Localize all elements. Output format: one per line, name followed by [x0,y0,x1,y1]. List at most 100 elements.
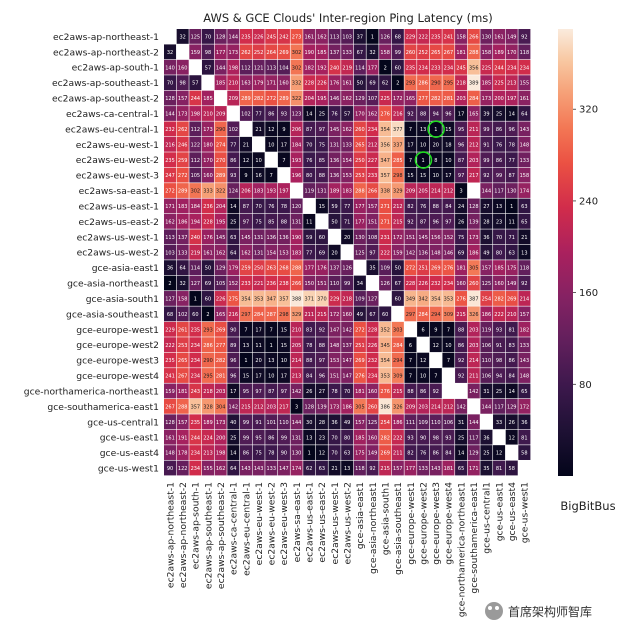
cell-value: 272 [355,327,365,333]
heatmap-cell [417,75,430,91]
cell-value: 153 [279,250,289,256]
heatmap-cell [176,275,189,291]
heatmap-cell [480,44,493,60]
heatmap-cell [315,460,328,476]
heatmap-cell [239,59,252,75]
cell-value: 197 [507,96,517,102]
cell-value: 60 [382,312,388,318]
heatmap-cell [505,106,518,121]
heatmap-cell [252,368,265,383]
heatmap-cell [227,213,240,229]
cell-value: 229 [165,327,175,333]
heatmap-cell [353,429,366,445]
cell-value: 118 [520,50,530,56]
heatmap-cell [467,383,480,399]
heatmap-cell [252,460,265,476]
column-label: gce-northamerica-northeast1 [456,482,467,617]
heatmap-cell [303,260,316,276]
heatmap-cell [353,352,366,368]
heatmap-cell [429,244,442,260]
heatmap-cell [265,306,278,322]
heatmap-cell [277,398,290,414]
cell-value: 175 [507,266,517,272]
cell-value: 173 [469,235,479,241]
cell-value: 213 [507,81,517,87]
cell-value: 88 [407,389,413,395]
heatmap-cell [493,275,506,291]
cell-value: 354 [380,127,390,133]
cell-value: 60 [192,312,198,318]
cell-value: 97 [319,127,325,133]
cell-value: 266 [292,281,302,287]
column-label: gce-us-east4 [507,482,518,541]
heatmap-cells: 32 125 70 128 144 235 226 245 242 273 161 162 113 103… [164,29,531,476]
cell-value: 81 [496,466,502,472]
heatmap-cell [379,414,392,430]
cell-value: 77 [509,158,515,164]
cell-value: 294 [431,312,441,318]
heatmap-cell [391,429,404,445]
heatmap-cell [429,260,442,276]
column-label: gce-asia-south1 [380,482,391,555]
heatmap-cell [239,383,252,399]
cell-value: 110 [330,281,340,287]
cell-value: 342 [418,297,428,303]
row-label: ec2aws-eu-west-3 [76,171,159,182]
heatmap-cell [214,244,227,260]
heatmap-cell [303,352,316,368]
cell-value: 143 [520,358,530,364]
heatmap-cell [505,213,518,229]
cell-value: 262 [178,127,188,133]
cell-value: 1 [510,204,513,210]
cell-value: 106 [444,420,454,426]
cell-value: 284 [469,96,479,102]
heatmap-cell [467,244,480,260]
heatmap-cell [366,383,379,399]
heatmap-cell [480,383,493,399]
heatmap-cell [252,306,265,322]
heatmap-cell [404,291,417,306]
cell-value: 288 [292,266,302,272]
heatmap-cell [341,275,354,291]
row-label: gce-europe-west4 [76,371,159,382]
cell-value: 6 [422,327,425,333]
heatmap-cell [505,275,518,291]
heatmap-cell [227,260,240,276]
cell-value: 129 [469,451,479,457]
heatmap-cell [404,152,417,168]
heatmap-cell [480,275,493,291]
heatmap-cell [290,198,303,214]
heatmap-cell [404,183,417,198]
cell-value: 77 [306,250,312,256]
heatmap-cell [417,198,430,214]
cell-value: 94 [433,112,439,118]
cell-value: 126 [342,266,352,272]
heatmap-cell [391,75,404,91]
cell-value: 65 [458,466,464,472]
row-label: ec2aws-ap-south-1 [72,63,159,74]
row-label: gce-asia-south1 [86,294,159,305]
cell-value: 136 [330,158,340,164]
heatmap-cell [252,198,265,214]
heatmap-cell [176,398,189,414]
cell-value: 157 [355,420,365,426]
heatmap-cell [379,121,392,137]
heatmap-cell [518,445,531,460]
cell-value: 173 [203,127,213,133]
heatmap-cell [265,383,278,399]
cell-value: 133 [266,466,276,472]
cell-value: 37 [357,35,363,41]
cell-value: 64 [230,466,236,472]
heatmap-cell [189,229,202,245]
heatmap-cell [353,75,366,91]
cell-value: 260 [355,127,365,133]
heatmap-cell [404,90,417,106]
heatmap-cell [455,75,468,91]
cell-value: 77 [255,112,261,118]
heatmap-cell [315,445,328,460]
heatmap-cell [366,368,379,383]
heatmap-cell [277,90,290,106]
heatmap-cell [315,306,328,322]
cell-value: 190 [292,235,302,241]
